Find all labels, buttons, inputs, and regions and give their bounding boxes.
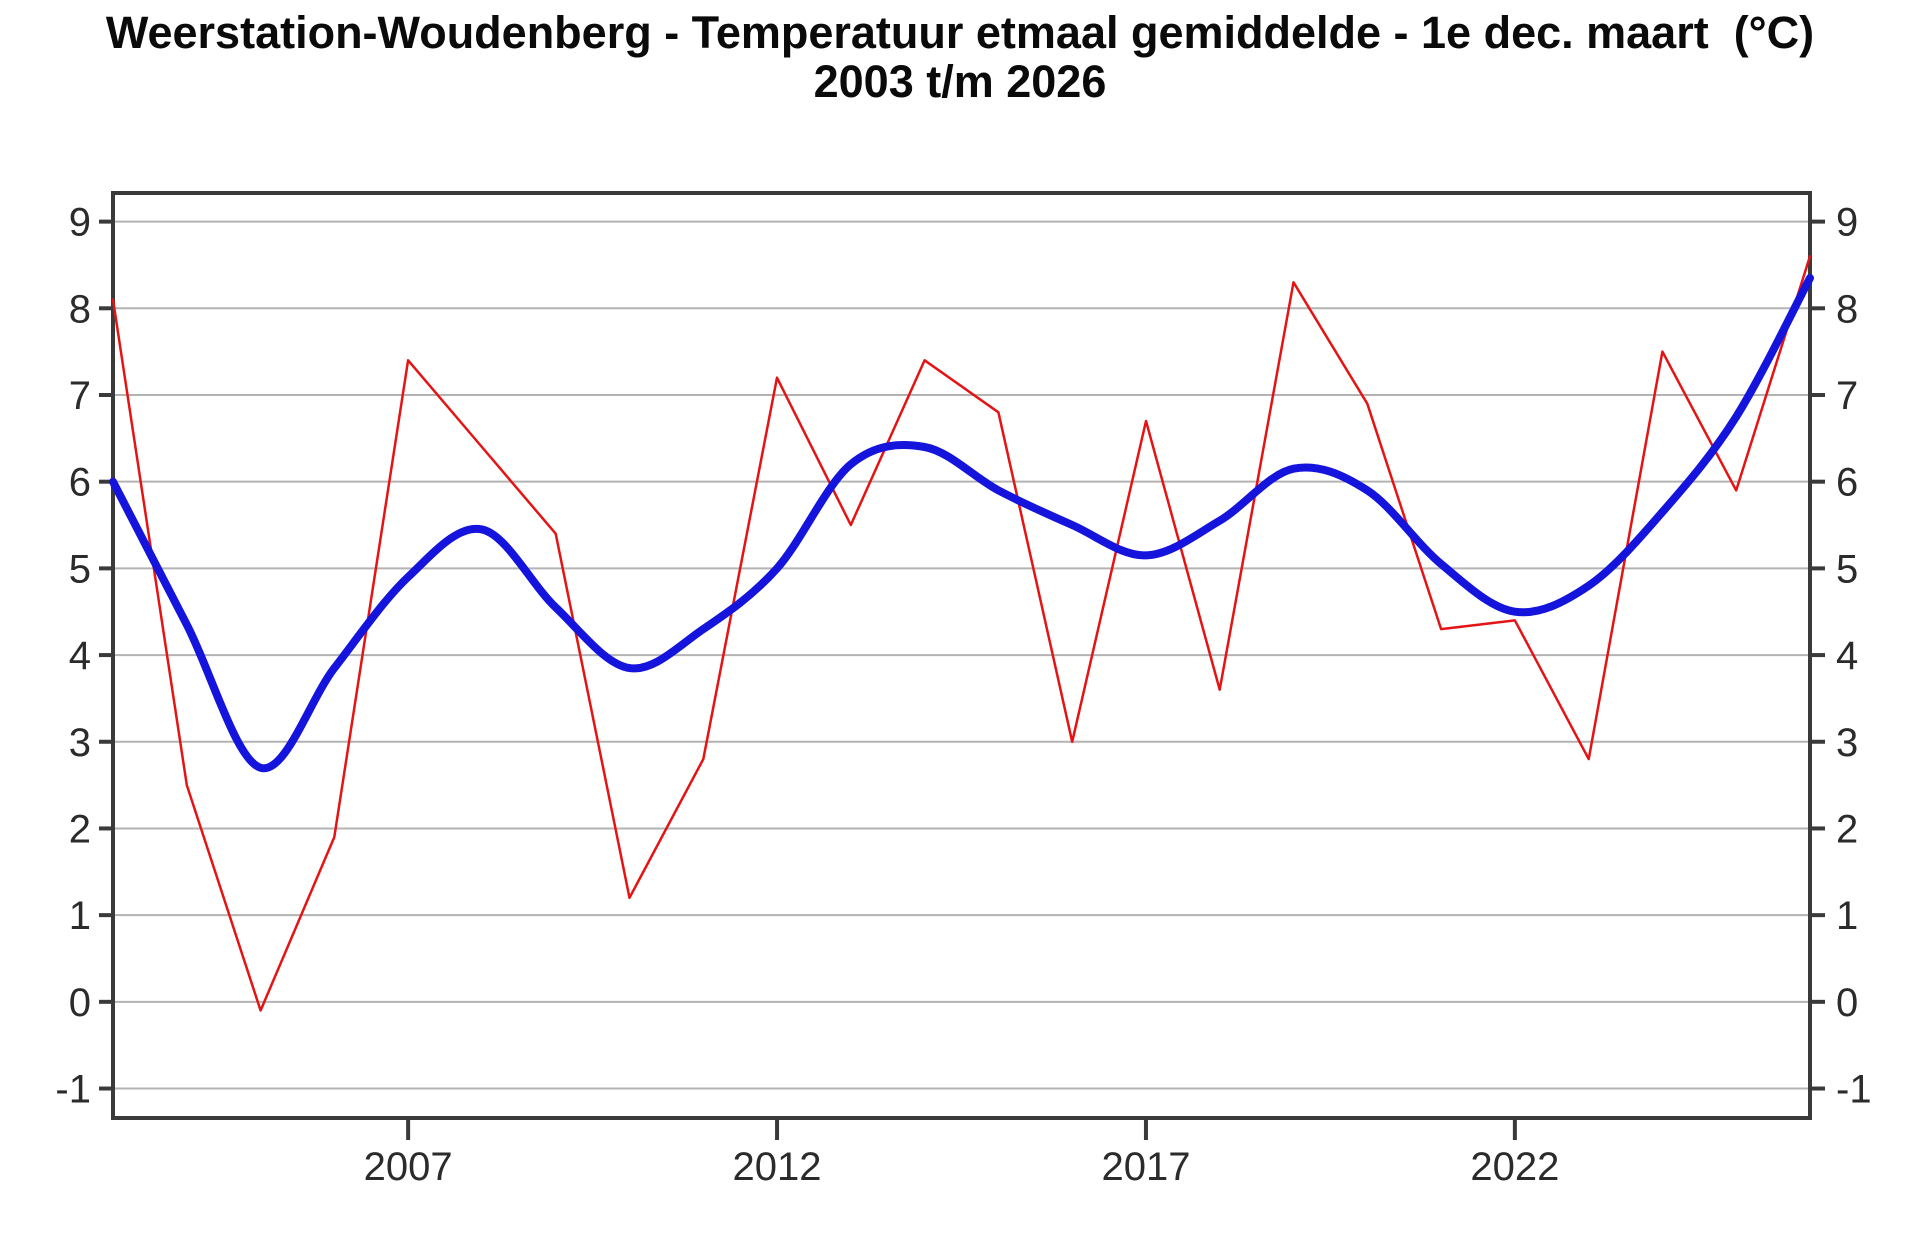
y-tick-label: 3	[69, 721, 91, 765]
y-tick-label: 9	[69, 201, 91, 245]
y-tick-labels-right: -1 0 1 2 3 4 5 6 7 8 9	[1836, 201, 1872, 1112]
y-tick-label: 2	[69, 807, 91, 851]
y-tick-label: 4	[1836, 634, 1858, 678]
y-tick-label: -1	[55, 1068, 91, 1112]
y-tick-label: 7	[1836, 374, 1858, 418]
y-tick-label: -1	[1836, 1068, 1872, 1112]
y-tick-label: 5	[1836, 547, 1858, 591]
y-tick-label: 9	[1836, 201, 1858, 245]
chart-title-line2: 2003 t/m 2026	[814, 56, 1107, 107]
y-tick-label: 1	[1836, 894, 1858, 938]
y-tick-label: 7	[69, 374, 91, 418]
y-tick-label: 0	[1836, 981, 1858, 1025]
y-tick-label: 8	[69, 287, 91, 331]
blue-trend-path	[109, 274, 1814, 773]
y-ticks-right	[1810, 219, 1825, 1091]
y-tick-label: 6	[69, 461, 91, 505]
red-series-path	[111, 255, 1812, 1012]
x-tick-labels: 2007 2012 2017 2022	[364, 1145, 1560, 1189]
x-tick-label: 2017	[1101, 1145, 1190, 1189]
y-tick-label: 8	[1836, 287, 1858, 331]
y-tick-label: 5	[69, 547, 91, 591]
y-gridlines	[113, 220, 1810, 1090]
y-tick-labels-left: -1 0 1 2 3 4 5 6 7 8 9	[55, 201, 91, 1112]
chart-title-line1: Weerstation-Woudenberg - Temperatuur etm…	[106, 7, 1814, 58]
y-tick-label: 4	[69, 634, 91, 678]
red-yearly-series-line	[111, 255, 1812, 1012]
y-tick-label: 2	[1836, 807, 1858, 851]
y-ticks-left	[99, 219, 113, 1091]
x-tick-label: 2007	[364, 1145, 453, 1189]
x-tick-label: 2022	[1470, 1145, 1559, 1189]
blue-trend-line	[109, 274, 1814, 773]
y-tick-label: 6	[1836, 461, 1858, 505]
y-tick-label: 0	[69, 981, 91, 1025]
y-tick-label: 1	[69, 894, 91, 938]
y-tick-label: 3	[1836, 721, 1858, 765]
x-ticks	[406, 1118, 1517, 1140]
x-tick-label: 2012	[733, 1145, 822, 1189]
